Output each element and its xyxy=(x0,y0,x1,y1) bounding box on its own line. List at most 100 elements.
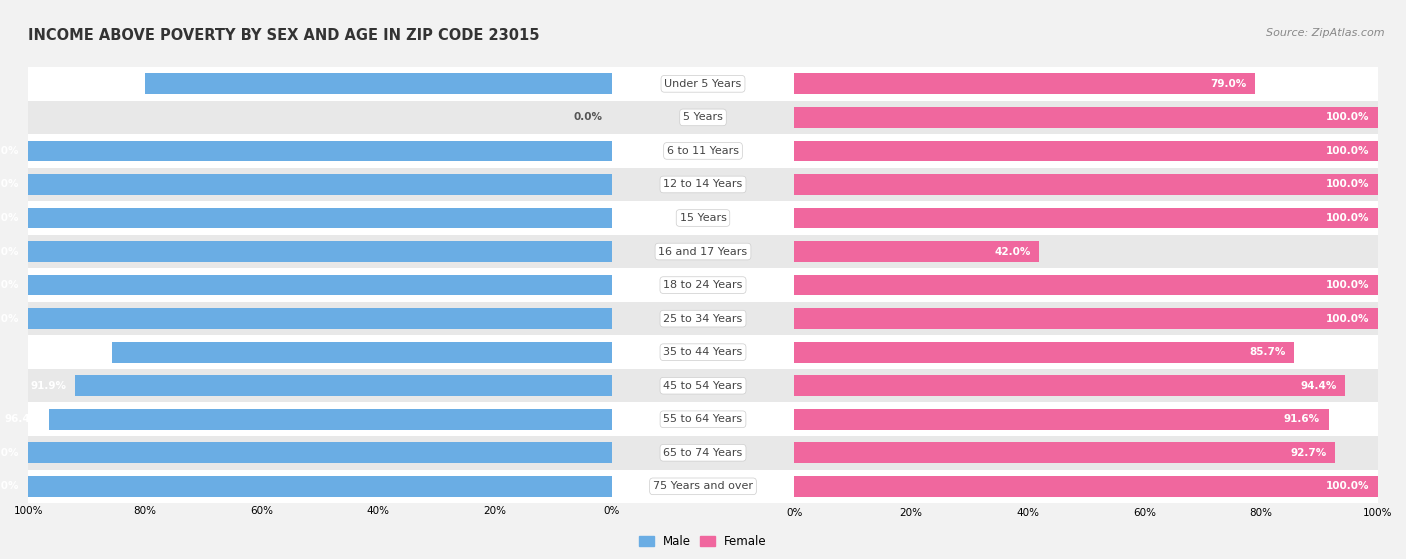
Bar xyxy=(28,402,612,436)
Bar xyxy=(794,369,1378,402)
Bar xyxy=(28,476,612,497)
Bar xyxy=(145,73,612,94)
Text: 100.0%: 100.0% xyxy=(1326,280,1369,290)
Text: 12 to 14 Years: 12 to 14 Years xyxy=(664,179,742,190)
Bar xyxy=(612,335,794,369)
Bar xyxy=(76,375,612,396)
Bar xyxy=(28,308,612,329)
Text: 100.0%: 100.0% xyxy=(1326,179,1369,190)
Bar xyxy=(28,369,612,402)
Bar xyxy=(794,342,1295,363)
Text: 94.4%: 94.4% xyxy=(1301,381,1337,391)
Bar xyxy=(28,241,612,262)
Bar xyxy=(794,442,1336,463)
Bar xyxy=(28,268,612,302)
Text: 25 to 34 Years: 25 to 34 Years xyxy=(664,314,742,324)
Text: 35 to 44 Years: 35 to 44 Years xyxy=(664,347,742,357)
Text: 6 to 11 Years: 6 to 11 Years xyxy=(666,146,740,156)
Bar xyxy=(612,369,794,402)
Text: INCOME ABOVE POVERTY BY SEX AND AGE IN ZIP CODE 23015: INCOME ABOVE POVERTY BY SEX AND AGE IN Z… xyxy=(28,28,540,43)
Bar xyxy=(28,101,612,134)
Bar xyxy=(49,409,612,430)
Bar xyxy=(794,207,1378,229)
Legend: Male, Female: Male, Female xyxy=(634,530,772,553)
Bar xyxy=(28,235,612,268)
Text: 100.0%: 100.0% xyxy=(0,481,20,491)
Bar xyxy=(28,201,612,235)
Bar xyxy=(612,134,794,168)
Text: 45 to 54 Years: 45 to 54 Years xyxy=(664,381,742,391)
Text: 75 Years and over: 75 Years and over xyxy=(652,481,754,491)
Text: 100.0%: 100.0% xyxy=(1326,314,1369,324)
Bar xyxy=(612,470,794,503)
Bar xyxy=(28,436,612,470)
Bar xyxy=(612,168,794,201)
Text: 100.0%: 100.0% xyxy=(1326,481,1369,491)
Text: 5 Years: 5 Years xyxy=(683,112,723,122)
Text: 100.0%: 100.0% xyxy=(0,146,20,156)
Bar xyxy=(612,201,794,235)
Text: 100.0%: 100.0% xyxy=(0,213,20,223)
Bar xyxy=(794,241,1039,262)
Text: 100.0%: 100.0% xyxy=(1326,213,1369,223)
Text: 100.0%: 100.0% xyxy=(0,179,20,190)
Bar xyxy=(794,476,1378,497)
Bar xyxy=(28,67,612,101)
Bar xyxy=(794,140,1378,162)
Text: 100.0%: 100.0% xyxy=(1326,112,1369,122)
Bar xyxy=(794,235,1378,268)
Bar xyxy=(28,134,612,168)
Text: 85.7%: 85.7% xyxy=(1250,347,1285,357)
Text: 15 Years: 15 Years xyxy=(679,213,727,223)
Bar xyxy=(794,436,1378,470)
Bar xyxy=(28,174,612,195)
Text: 65 to 74 Years: 65 to 74 Years xyxy=(664,448,742,458)
Bar xyxy=(794,402,1378,436)
Bar xyxy=(794,274,1378,296)
Bar xyxy=(28,140,612,162)
Bar xyxy=(28,335,612,369)
Text: 55 to 64 Years: 55 to 64 Years xyxy=(664,414,742,424)
Bar xyxy=(612,67,794,101)
Text: 91.9%: 91.9% xyxy=(31,381,66,391)
Bar xyxy=(612,235,794,268)
Text: 85.6%: 85.6% xyxy=(67,347,104,357)
Text: 18 to 24 Years: 18 to 24 Years xyxy=(664,280,742,290)
Text: 100.0%: 100.0% xyxy=(1326,146,1369,156)
Bar xyxy=(612,101,794,134)
Text: 79.0%: 79.0% xyxy=(1211,79,1247,89)
Text: 16 and 17 Years: 16 and 17 Years xyxy=(658,247,748,257)
Text: 100.0%: 100.0% xyxy=(0,247,20,257)
Bar xyxy=(612,402,794,436)
Bar xyxy=(794,375,1346,396)
Bar xyxy=(28,168,612,201)
Bar xyxy=(794,101,1378,134)
Bar xyxy=(612,436,794,470)
Text: 100.0%: 100.0% xyxy=(0,314,20,324)
Bar xyxy=(794,174,1378,195)
Bar xyxy=(794,168,1378,201)
Bar xyxy=(794,302,1378,335)
Bar xyxy=(612,302,794,335)
Text: Source: ZipAtlas.com: Source: ZipAtlas.com xyxy=(1267,28,1385,38)
Bar xyxy=(794,134,1378,168)
Text: 92.7%: 92.7% xyxy=(1291,448,1326,458)
Bar xyxy=(794,67,1378,101)
Bar xyxy=(794,470,1378,503)
Text: 100.0%: 100.0% xyxy=(0,448,20,458)
Bar xyxy=(794,107,1378,128)
Text: 0.0%: 0.0% xyxy=(574,112,603,122)
Bar xyxy=(794,308,1378,329)
Bar xyxy=(794,73,1256,94)
Text: 91.6%: 91.6% xyxy=(1284,414,1320,424)
Bar xyxy=(612,268,794,302)
Text: 96.4%: 96.4% xyxy=(4,414,41,424)
Text: 100.0%: 100.0% xyxy=(0,280,20,290)
Bar xyxy=(794,335,1378,369)
Text: Under 5 Years: Under 5 Years xyxy=(665,79,741,89)
Bar xyxy=(28,274,612,296)
Bar xyxy=(28,302,612,335)
Bar xyxy=(794,201,1378,235)
Bar xyxy=(28,442,612,463)
Bar xyxy=(112,342,612,363)
